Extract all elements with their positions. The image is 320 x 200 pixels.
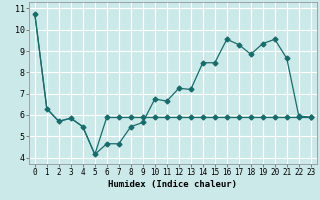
X-axis label: Humidex (Indice chaleur): Humidex (Indice chaleur) [108,180,237,189]
